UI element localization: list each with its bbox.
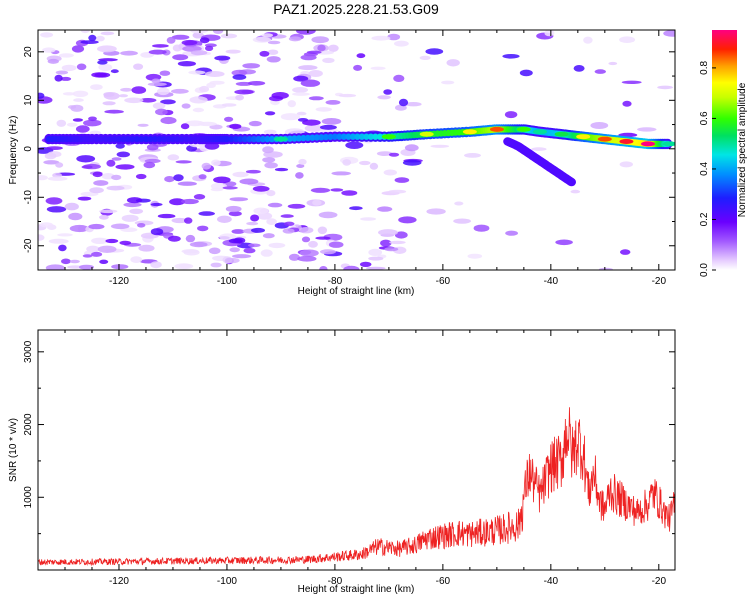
snr-x-tick-label: -80 (328, 576, 343, 587)
spectrogram-x-tick-label: -60 (436, 276, 451, 287)
snr-frame (37, 329, 676, 571)
spectrogram-x-tick-label: -20 (652, 276, 667, 287)
snr-x-tick-label: -120 (109, 576, 129, 587)
spectrogram-y-tick-label: -20 (23, 238, 34, 253)
snr-y-ticks: 1000 2000 3000 (23, 340, 675, 535)
colorbar-tick-label: 0.0 (699, 263, 710, 277)
snr-x-ticks: -120 -100 -80 -60 -40 -20 (37, 330, 667, 587)
spectrogram-y-tick-label: 0 (23, 146, 34, 152)
snr-x-tick-label: -60 (436, 576, 451, 587)
colorbar-tick-label: 0.2 (699, 212, 710, 226)
snr-background (38, 330, 675, 570)
colorbar-label: Normalized spectral amplitude (737, 82, 748, 217)
colorbar-gradient (712, 30, 737, 270)
spectrogram-x-tick-label: -100 (217, 276, 237, 287)
spectrogram-x-tick-label: -80 (328, 276, 343, 287)
spectrogram-frame (37, 29, 676, 271)
colorbar-tick-label: 0.4 (699, 162, 710, 176)
snr-x-tick-label: -100 (217, 576, 237, 587)
snr-y-tick-label: 1000 (23, 486, 34, 509)
spectrogram-x-label: Height of straight line (km) (298, 286, 415, 297)
secondary-signal-track (503, 137, 576, 187)
snr-panel: -120 -100 -80 -60 -40 -20 1000 2000 3000 Height… (8, 329, 676, 595)
snr-y-tick-label: 2000 (23, 413, 34, 436)
spectrogram-x-tick-label: -120 (109, 276, 129, 287)
colorbar: 0.0 0.2 0.4 0.6 0.8 Normalized spectral ampl… (699, 30, 748, 277)
snr-y-tick-label: 3000 (23, 340, 34, 363)
spectrogram-y-tick-label: 10 (23, 94, 34, 106)
primary-signal-track (44, 124, 675, 150)
colorbar-tick-label: 0.6 (699, 111, 710, 125)
snr-x-tick-label: -20 (652, 576, 667, 587)
spectrogram-content (38, 30, 675, 270)
snr-x-tick-label: -40 (544, 576, 559, 587)
spectrogram-y-ticks: -20 -10 0 10 20 (23, 46, 675, 271)
spectrogram-x-ticks: -120 -100 -80 -60 -40 -20 (37, 30, 667, 287)
spectrogram-noise (38, 30, 675, 270)
snr-y-label: SNR (10 * v/v) (8, 418, 19, 482)
spectrogram-y-label: Frequency (Hz) (8, 116, 19, 185)
figure-title: PAZ1.2025.228.21.53.G09 (273, 1, 439, 17)
snr-series-line (38, 407, 675, 567)
spectrogram-x-tick-label: -40 (544, 276, 559, 287)
spectrogram-y-tick-label: 20 (23, 46, 34, 58)
colorbar-ticks: 0.0 0.2 0.4 0.6 0.8 (699, 61, 716, 277)
spectrogram-y-tick-label: -10 (23, 190, 34, 205)
colorbar-tick-label: 0.8 (699, 61, 710, 75)
snr-x-label: Height of straight line (km) (298, 584, 415, 595)
